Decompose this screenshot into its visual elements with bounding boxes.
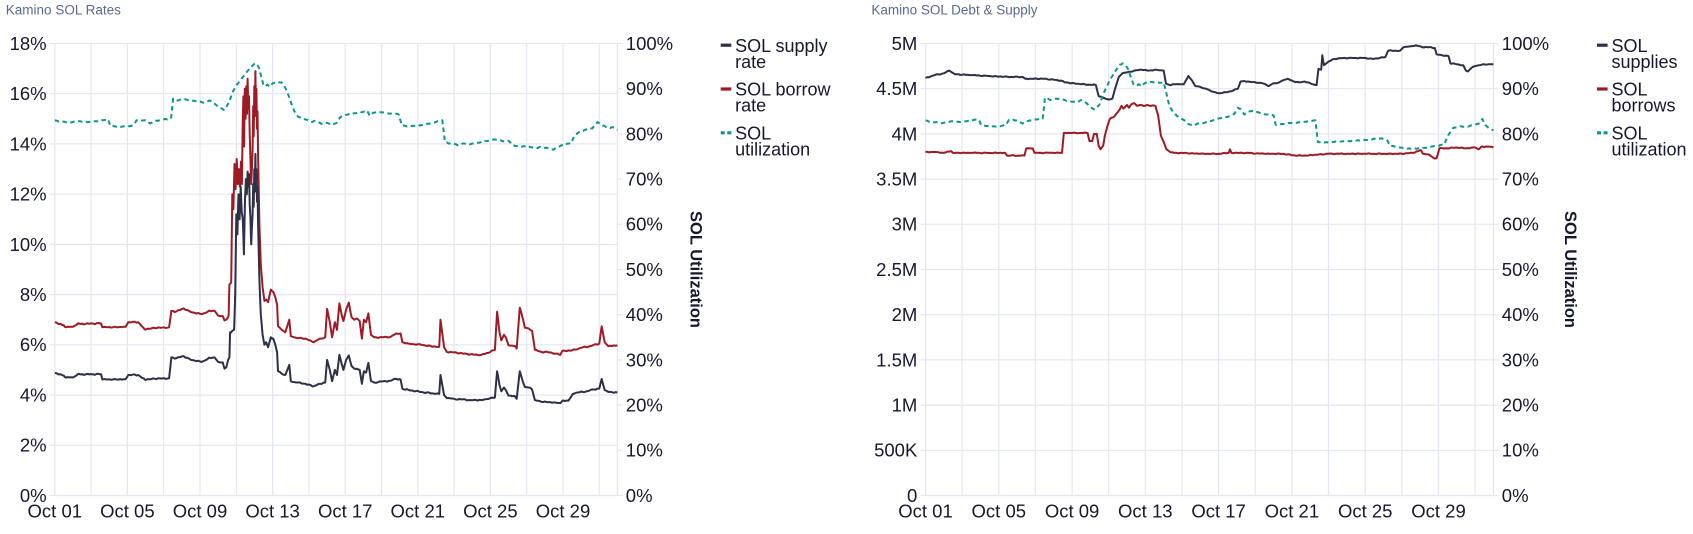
svg-text:1.5M: 1.5M bbox=[876, 349, 917, 370]
svg-text:Oct 01: Oct 01 bbox=[28, 501, 83, 522]
svg-text:4%: 4% bbox=[20, 385, 47, 406]
svg-text:SOL supply: SOL supply bbox=[735, 36, 827, 56]
svg-text:2.5M: 2.5M bbox=[876, 259, 917, 280]
svg-text:Oct 05: Oct 05 bbox=[100, 501, 155, 522]
svg-text:500K: 500K bbox=[874, 440, 918, 461]
svg-text:utilization: utilization bbox=[735, 139, 810, 159]
svg-text:rate: rate bbox=[735, 52, 766, 72]
svg-text:70%: 70% bbox=[1502, 169, 1539, 190]
svg-text:SOL: SOL bbox=[1612, 36, 1648, 56]
svg-text:2%: 2% bbox=[20, 435, 47, 456]
svg-text:Oct 09: Oct 09 bbox=[1045, 501, 1100, 522]
svg-text:2M: 2M bbox=[892, 304, 918, 325]
svg-text:Oct 13: Oct 13 bbox=[245, 501, 300, 522]
svg-text:90%: 90% bbox=[626, 78, 663, 99]
svg-text:90%: 90% bbox=[1502, 78, 1539, 99]
svg-text:utilization: utilization bbox=[1612, 139, 1687, 159]
svg-text:3.5M: 3.5M bbox=[876, 169, 917, 190]
svg-text:40%: 40% bbox=[626, 304, 663, 325]
svg-text:60%: 60% bbox=[1502, 214, 1539, 235]
svg-text:Oct 29: Oct 29 bbox=[1411, 501, 1466, 522]
svg-text:SOL Utilization: SOL Utilization bbox=[1561, 211, 1579, 328]
svg-text:Kamino SOL Rates: Kamino SOL Rates bbox=[6, 3, 121, 18]
svg-text:Oct 01: Oct 01 bbox=[898, 501, 953, 522]
svg-text:0%: 0% bbox=[1502, 485, 1529, 506]
svg-text:SOL borrow: SOL borrow bbox=[735, 80, 831, 100]
svg-text:10%: 10% bbox=[10, 234, 47, 255]
svg-text:14%: 14% bbox=[10, 133, 47, 154]
svg-text:SOL: SOL bbox=[1612, 80, 1648, 100]
svg-text:80%: 80% bbox=[1502, 123, 1539, 144]
svg-text:Oct 25: Oct 25 bbox=[1338, 501, 1393, 522]
svg-text:10%: 10% bbox=[1502, 440, 1539, 461]
svg-text:0%: 0% bbox=[20, 485, 47, 506]
svg-text:80%: 80% bbox=[626, 123, 663, 144]
svg-text:Oct 17: Oct 17 bbox=[318, 501, 373, 522]
svg-text:0: 0 bbox=[907, 485, 917, 506]
svg-text:Oct 25: Oct 25 bbox=[463, 501, 518, 522]
svg-text:30%: 30% bbox=[626, 349, 663, 370]
svg-text:supplies: supplies bbox=[1612, 52, 1678, 72]
svg-text:50%: 50% bbox=[1502, 259, 1539, 280]
svg-text:5M: 5M bbox=[892, 33, 918, 54]
svg-text:4M: 4M bbox=[892, 123, 918, 144]
svg-text:20%: 20% bbox=[1502, 395, 1539, 416]
svg-text:20%: 20% bbox=[626, 395, 663, 416]
svg-text:borrows: borrows bbox=[1612, 96, 1676, 116]
svg-text:6%: 6% bbox=[20, 334, 47, 355]
svg-text:8%: 8% bbox=[20, 284, 47, 305]
svg-text:4.5M: 4.5M bbox=[876, 78, 917, 99]
svg-text:SOL: SOL bbox=[735, 123, 771, 143]
svg-text:rate: rate bbox=[735, 96, 766, 116]
svg-text:16%: 16% bbox=[10, 83, 47, 104]
svg-text:10%: 10% bbox=[626, 440, 663, 461]
svg-text:Kamino SOL Debt & Supply: Kamino SOL Debt & Supply bbox=[871, 3, 1037, 18]
svg-text:Oct 21: Oct 21 bbox=[391, 501, 446, 522]
svg-text:1M: 1M bbox=[892, 395, 918, 416]
svg-text:40%: 40% bbox=[1502, 304, 1539, 325]
svg-text:Oct 13: Oct 13 bbox=[1118, 501, 1173, 522]
svg-text:60%: 60% bbox=[626, 214, 663, 235]
svg-text:Oct 21: Oct 21 bbox=[1265, 501, 1320, 522]
svg-text:30%: 30% bbox=[1502, 349, 1539, 370]
svg-text:Oct 17: Oct 17 bbox=[1191, 501, 1246, 522]
svg-text:Oct 29: Oct 29 bbox=[536, 501, 591, 522]
svg-text:SOL: SOL bbox=[1612, 123, 1648, 143]
svg-text:Oct 05: Oct 05 bbox=[972, 501, 1027, 522]
svg-text:SOL Utilization: SOL Utilization bbox=[687, 211, 705, 328]
svg-text:0%: 0% bbox=[626, 485, 653, 506]
svg-text:Oct 09: Oct 09 bbox=[173, 501, 228, 522]
svg-text:70%: 70% bbox=[626, 169, 663, 190]
svg-text:100%: 100% bbox=[626, 33, 673, 54]
svg-text:12%: 12% bbox=[10, 184, 47, 205]
svg-text:18%: 18% bbox=[10, 33, 47, 54]
svg-text:50%: 50% bbox=[626, 259, 663, 280]
svg-text:3M: 3M bbox=[892, 214, 918, 235]
svg-text:100%: 100% bbox=[1502, 33, 1549, 54]
